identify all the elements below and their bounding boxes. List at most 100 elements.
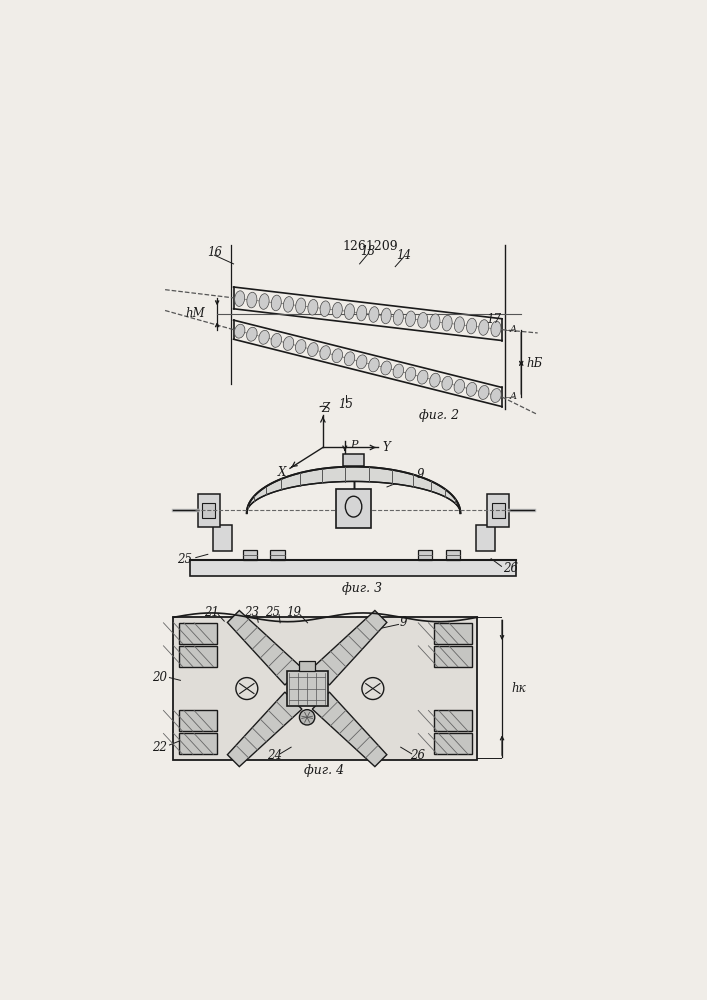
Bar [179,733,217,754]
Ellipse shape [259,330,269,344]
Ellipse shape [320,346,330,360]
Ellipse shape [271,333,281,347]
Polygon shape [312,692,387,767]
Bar [343,454,364,466]
Bar [198,494,220,527]
Ellipse shape [455,317,464,332]
Ellipse shape [368,358,379,372]
Bar [179,710,217,731]
Bar [433,710,472,731]
Text: 26: 26 [409,749,425,762]
Text: 14: 14 [396,249,411,262]
Ellipse shape [405,367,416,381]
Bar [487,494,509,527]
Ellipse shape [454,379,464,393]
Ellipse shape [479,320,489,335]
Polygon shape [228,610,302,685]
Ellipse shape [296,340,306,353]
Ellipse shape [467,318,477,334]
Text: 24: 24 [267,749,282,762]
Polygon shape [247,467,460,513]
Bar [433,623,472,644]
Text: Y: Y [382,441,390,454]
Bar [179,646,217,667]
Text: фиг. 4: фиг. 4 [304,764,344,777]
Polygon shape [312,610,387,685]
Ellipse shape [284,336,293,350]
Ellipse shape [442,376,452,390]
Ellipse shape [308,343,318,357]
Circle shape [300,710,315,725]
Text: 22: 22 [152,741,167,754]
Ellipse shape [430,373,440,387]
Bar [491,503,505,518]
Bar [213,525,233,551]
Bar [445,550,460,560]
Text: P: P [350,440,357,450]
Text: 17: 17 [486,313,501,326]
Text: o: o [351,514,356,522]
Text: 25: 25 [177,553,192,566]
Bar [433,733,472,754]
Ellipse shape [332,349,343,363]
Bar [173,617,477,760]
Bar [336,489,371,528]
Text: 19: 19 [286,606,301,619]
Ellipse shape [356,355,367,369]
Bar [299,661,315,671]
Polygon shape [228,692,302,767]
Ellipse shape [442,315,452,331]
Text: A: A [510,325,517,334]
Ellipse shape [356,305,367,321]
Text: 20: 20 [152,671,167,684]
Ellipse shape [247,292,257,308]
Ellipse shape [491,389,501,402]
Ellipse shape [320,301,330,317]
Text: A: A [510,392,517,401]
Bar [189,560,515,576]
Ellipse shape [430,314,440,330]
Ellipse shape [259,294,269,309]
Text: 21: 21 [204,606,219,619]
Bar [202,503,216,518]
Ellipse shape [247,327,257,341]
Text: 1261209: 1261209 [343,240,398,253]
Text: 25: 25 [266,606,281,619]
Text: 9: 9 [416,468,423,481]
Ellipse shape [393,310,404,325]
Text: 16: 16 [207,246,222,259]
Ellipse shape [467,382,477,396]
Text: X: X [278,466,286,479]
Text: hБ: hБ [527,357,543,370]
Bar [270,550,284,560]
Ellipse shape [332,302,342,318]
Bar [179,623,217,644]
Ellipse shape [344,304,354,319]
Ellipse shape [417,370,428,384]
Bar [476,525,496,551]
Bar [419,550,433,560]
Ellipse shape [308,299,318,315]
Text: 26: 26 [503,562,518,575]
Ellipse shape [296,298,305,314]
Text: фиг. 2: фиг. 2 [419,409,459,422]
Ellipse shape [344,352,355,366]
Text: Z: Z [322,402,329,415]
Bar [433,646,472,667]
Ellipse shape [369,307,379,322]
Ellipse shape [393,364,404,378]
Ellipse shape [235,291,245,306]
Text: hк: hк [511,682,526,695]
Text: hМ: hМ [185,307,205,320]
Text: 15: 15 [339,398,354,411]
Bar [286,671,327,706]
Text: фиг. 3: фиг. 3 [342,582,382,595]
Ellipse shape [479,386,489,399]
Ellipse shape [284,297,293,312]
Ellipse shape [271,295,281,311]
Ellipse shape [235,324,245,338]
Bar [243,550,257,560]
Ellipse shape [491,321,501,337]
Ellipse shape [381,308,391,324]
Text: 23: 23 [244,606,259,619]
